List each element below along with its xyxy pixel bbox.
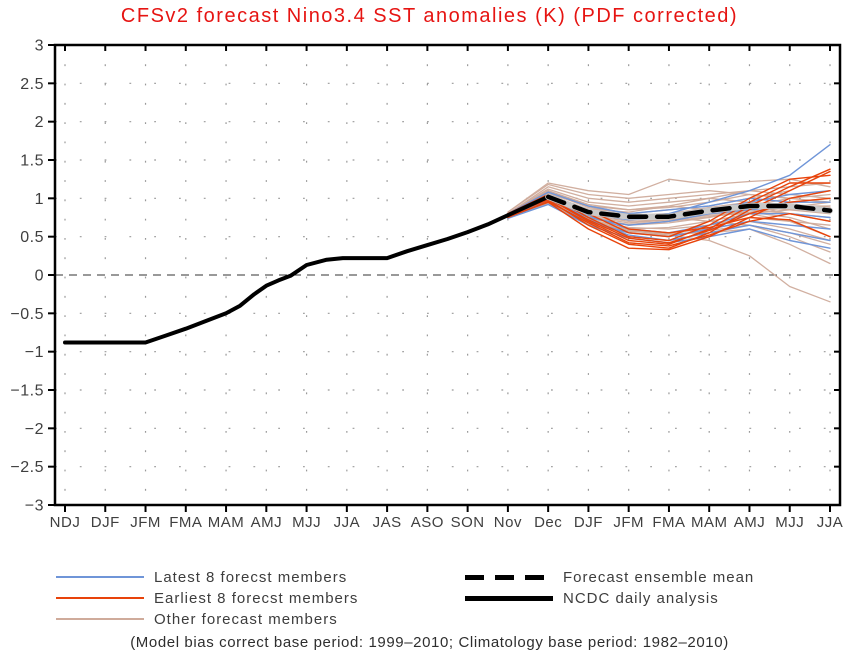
legend-item-other-members: Other forecast members — [56, 610, 338, 628]
svg-text:AMJ: AMJ — [734, 514, 766, 531]
svg-text:JJA: JJA — [334, 514, 361, 531]
svg-text:JFM: JFM — [613, 514, 644, 531]
svg-text:MJJ: MJJ — [775, 514, 804, 531]
base-period-footnote: (Model bias correct base period: 1999–20… — [130, 634, 729, 651]
legend-label-earliest: Earliest 8 forecst members — [154, 589, 359, 607]
svg-text:JJA: JJA — [817, 514, 844, 531]
svg-text:FMA: FMA — [652, 514, 685, 531]
svg-text:−2: −2 — [25, 421, 44, 438]
svg-text:0.5: 0.5 — [20, 229, 44, 246]
svg-text:3: 3 — [35, 38, 44, 55]
svg-text:SON: SON — [451, 514, 485, 531]
svg-text:−2.5: −2.5 — [10, 459, 44, 476]
svg-text:MAM: MAM — [691, 514, 728, 531]
svg-text:1.5: 1.5 — [20, 153, 44, 170]
svg-text:−1.5: −1.5 — [10, 383, 44, 400]
svg-text:ASO: ASO — [411, 514, 444, 531]
other-members-line-swatch — [56, 618, 144, 620]
earliest-members-line-swatch — [56, 597, 144, 599]
legend-label-ncdc: NCDC daily analysis — [563, 589, 719, 607]
svg-text:DJF: DJF — [574, 514, 603, 531]
svg-text:MAM: MAM — [208, 514, 245, 531]
legend-item-ncdc-analysis: NCDC daily analysis — [465, 589, 719, 607]
latest-members-line-swatch — [56, 576, 144, 578]
svg-text:DJF: DJF — [91, 514, 120, 531]
svg-text:MJJ: MJJ — [292, 514, 321, 531]
svg-text:−0.5: −0.5 — [10, 306, 44, 323]
svg-text:−3: −3 — [25, 498, 44, 515]
chart-title: CFSv2 forecast Nino3.4 SST anomalies (K)… — [120, 5, 739, 27]
ensemble-mean-dashed-line-swatch — [465, 574, 553, 580]
svg-text:−1: −1 — [25, 344, 44, 361]
legend-label-latest: Latest 8 forecst members — [154, 568, 348, 586]
legend-label-other: Other forecast members — [154, 610, 338, 628]
svg-text:AMJ: AMJ — [251, 514, 283, 531]
svg-text:NDJ: NDJ — [50, 514, 81, 531]
svg-text:JAS: JAS — [373, 514, 402, 531]
legend-item-earliest-members: Earliest 8 forecst members — [56, 589, 359, 607]
legend-item-ensemble-mean: Forecast ensemble mean — [465, 568, 755, 586]
svg-text:0: 0 — [35, 268, 44, 285]
plot-area: 3 2.5 2 1.5 1 0.5 0 −0.5 −1 −1.5 −2 −2.5 −3 NDJ DJF JFM… — [10, 38, 844, 532]
svg-text:Nov: Nov — [494, 514, 522, 531]
ncdc-analysis-line-swatch — [465, 595, 553, 601]
svg-text:2: 2 — [35, 114, 44, 131]
svg-text:JFM: JFM — [130, 514, 161, 531]
legend-label-ensemble-mean: Forecast ensemble mean — [563, 568, 755, 586]
svg-text:FMA: FMA — [169, 514, 202, 531]
svg-text:Dec: Dec — [534, 514, 562, 531]
svg-text:2.5: 2.5 — [20, 76, 44, 93]
legend-item-latest-members: Latest 8 forecst members — [56, 568, 348, 586]
svg-text:1: 1 — [35, 191, 44, 208]
